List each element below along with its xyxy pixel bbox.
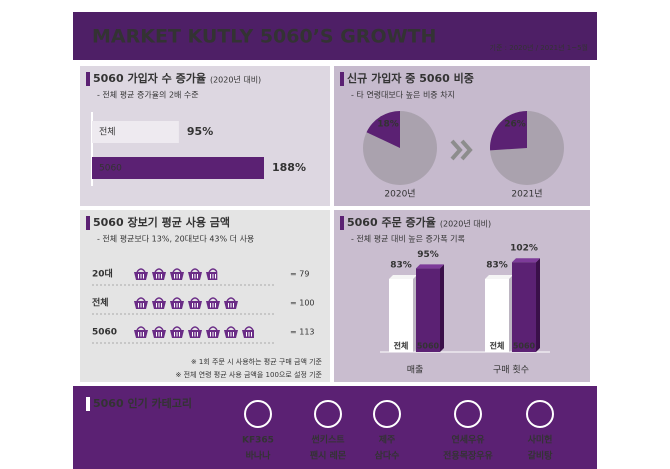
footnote: ※ 전체 연령 평균 사용 금액을 100으로 설정 기준 [175,370,322,379]
item-icon [526,400,554,428]
item-product: 팬시 레몬 [310,450,346,462]
category-band [73,386,597,469]
section-title: 5060 인기 카테고리 [93,396,192,410]
item-icon [454,400,482,428]
pie-slice [489,111,527,151]
item-brand: 사미헌 [528,434,553,446]
group-label: 구매 횟수 [493,364,529,376]
series-label: 전체 [394,341,409,351]
value-label: 83% [390,260,412,270]
title-marker [340,216,344,230]
group-label: 매출 [407,365,424,376]
bar [92,157,264,179]
bar [485,278,509,352]
bar-label: 전체 [99,127,116,138]
item-icon [244,400,272,428]
bar-top [512,258,540,263]
bar [416,268,440,352]
item-brand: 연세우유 [451,434,484,446]
bar-top [389,274,417,279]
value-label: 83% [486,260,508,270]
value-label: = 113 [290,328,315,337]
arrow [450,139,473,161]
title-marker [340,72,344,86]
item-product: 전용목장우유 [443,450,493,462]
subtitle: - 전체 평균보다 13%, 20대보다 43% 더 사용 [97,234,254,244]
bar [389,278,413,352]
bar-top [416,264,444,269]
item-icon [373,400,401,428]
title-marker [86,397,90,411]
bar [92,121,179,143]
value-label: 188% [272,161,306,174]
title-marker [86,72,90,86]
section-title: 신규 가입자 중 5060 비중 [347,71,474,85]
bar-top [485,274,513,279]
page-title: MARKET KUTLY 5060’S GROWTH [92,26,436,48]
panel [80,210,330,382]
subtitle: - 전체 평균 증가율의 2배 수준 [97,90,199,100]
value-label: 95% [417,250,439,260]
item-product: 갈비탕 [528,450,554,462]
item-icon [314,400,342,428]
bar-side [440,264,444,352]
bar-label: 5060 [99,164,122,174]
section-title: 5060 주문 증가율 [347,215,436,229]
section-title: 5060 장보기 평균 사용 금액 [93,215,230,229]
value-label: = 79 [290,270,309,279]
header-band [73,12,597,60]
series-label: 5060 [417,342,440,351]
year-label: 2020년 [384,189,415,200]
title-note: (2020년 대비) [210,75,261,85]
basis-note: 기준 : 2020년 / 2021년 1~5월 [490,43,588,52]
footnote: ※ 1회 주문 시 사용하는 평균 구매 금액 기준 [191,357,323,366]
bar [512,262,536,352]
subtitle: - 타 연령대보다 높은 비중 차지 [351,91,455,100]
subtitle: - 전체 평균 대비 높은 증가폭 기록 [351,234,465,244]
value-label: = 100 [290,299,315,308]
row-label: 20대 [92,268,113,280]
item-product: 바나나 [246,450,272,462]
item-product: 삼다수 [375,450,400,462]
value-label: 18% [377,120,399,130]
title-note: (2020년 대비) [440,219,491,229]
item-brand: KF365 [242,436,274,446]
year-label: 2021년 [511,189,542,200]
item-brand: 제주 [379,434,396,446]
value-label: 95% [187,125,213,138]
row-label: 5060 [92,328,117,338]
value-label: 26% [504,120,526,130]
panel [334,210,590,382]
series-label: 전체 [490,341,505,351]
item-brand: 썬키스트 [311,434,345,446]
bar-side [536,258,540,352]
section-title: 5060 가입자 수 증가율 [93,71,206,85]
series-label: 5060 [513,342,536,351]
row-label: 전체 [92,297,109,309]
value-label: 102% [510,244,538,254]
title-marker [86,216,90,230]
pie-slice [366,111,400,148]
